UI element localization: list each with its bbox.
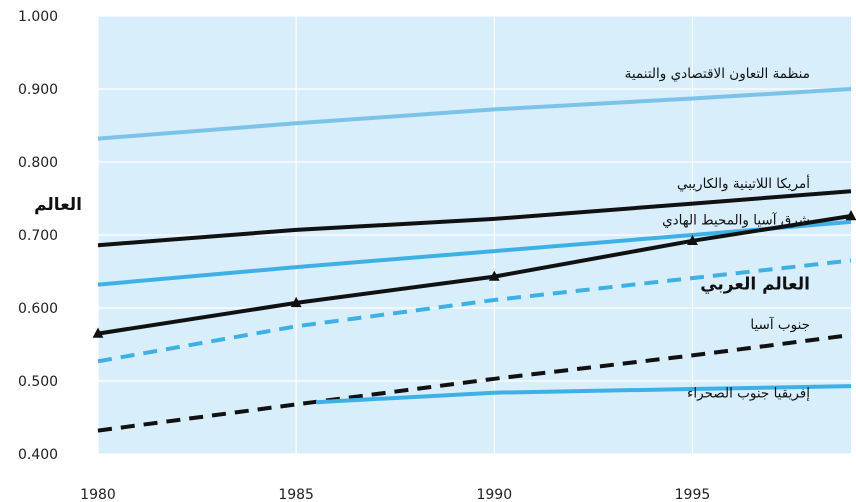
- series-group: [97, 258, 852, 364]
- x-tick-label: 1985: [278, 487, 314, 502]
- series-group: [315, 384, 852, 405]
- series-group: [97, 189, 852, 248]
- y-tick-label: 0.800: [18, 155, 58, 171]
- series-group: [97, 333, 852, 433]
- series-line: [97, 189, 852, 248]
- x-tick-label: 1995: [675, 487, 711, 502]
- data-point-marker: [845, 210, 856, 221]
- series-label: العالم: [34, 195, 82, 215]
- series-line: [97, 333, 852, 433]
- data-point-marker: [687, 234, 698, 246]
- y-tick-label: 0.700: [18, 228, 58, 244]
- y-tick-label: 0.400: [18, 447, 58, 463]
- x-tick-label: 1980: [80, 487, 116, 502]
- series-group: [97, 87, 852, 141]
- series-label: إفريقيا جنوب الصحراء: [687, 386, 810, 402]
- data-point-marker: [92, 327, 104, 338]
- y-tick-label: 1.000: [18, 9, 58, 25]
- series-label: أمريكا اللاتينية والكاريبي: [677, 174, 810, 192]
- x-tick-label: 1990: [476, 487, 512, 502]
- y-axis-ticks: 1.000 0.900 0.800 0.700 0.600 0.500 0.400: [18, 9, 58, 463]
- series-label: العالم العربي: [700, 275, 810, 295]
- series-line: [97, 87, 852, 141]
- x-axis-ticks: 1980 1985 1990 1995: [80, 487, 710, 502]
- series-label: منظمة التعاون الاقتصادي والتنمية: [625, 66, 810, 82]
- data-point-marker: [488, 270, 500, 281]
- series-labels: منظمة التعاون الاقتصادي والتنمية أمريكا ا…: [34, 66, 810, 402]
- y-tick-label: 0.600: [18, 301, 58, 317]
- data-point-marker: [290, 296, 302, 308]
- series-label: جنوب آسيا: [750, 316, 810, 333]
- series-group: [92, 210, 856, 338]
- series-line: [315, 384, 852, 405]
- y-tick-label: 0.500: [18, 374, 58, 390]
- y-tick-label: 0.900: [18, 82, 58, 98]
- series: [92, 87, 856, 433]
- series-label: شرق آسيا والمحيط الهادي: [662, 212, 810, 229]
- series-line: [97, 258, 852, 364]
